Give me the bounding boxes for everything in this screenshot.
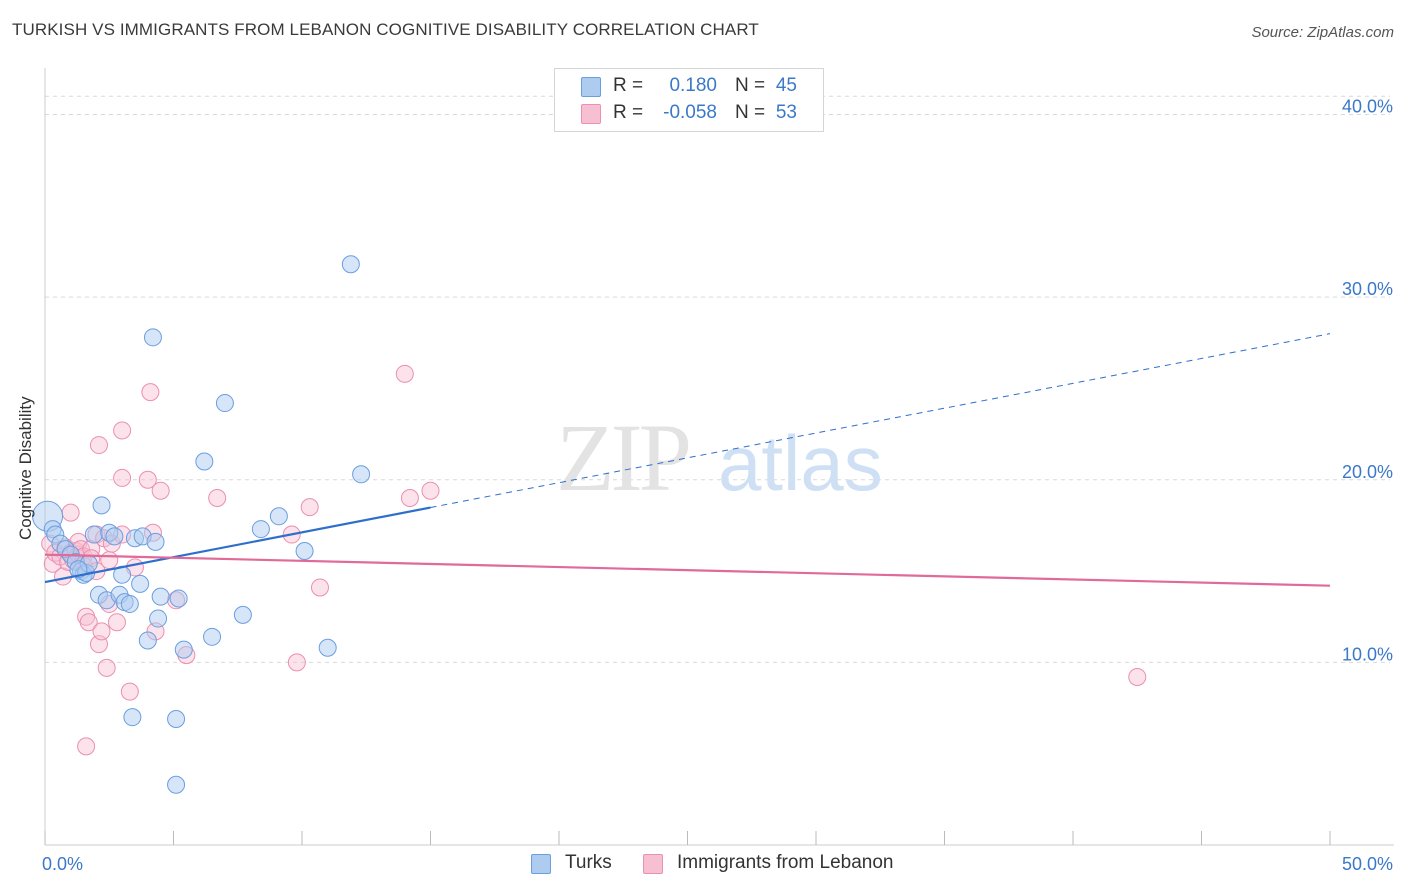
source-label: Source: ZipAtlas.com bbox=[1251, 24, 1394, 41]
x-tick-label: 50.0% bbox=[1342, 854, 1393, 874]
y-tick-label: 10.0% bbox=[1342, 644, 1393, 664]
data-point-lebanon bbox=[300, 498, 319, 517]
data-point-lebanon bbox=[141, 383, 160, 402]
data-point-lebanon bbox=[400, 489, 419, 508]
chart-title: TURKISH VS IMMIGRANTS FROM LEBANON COGNI… bbox=[12, 20, 759, 39]
watermark-atlas: atlas bbox=[718, 419, 883, 507]
data-point-lebanon bbox=[395, 364, 414, 383]
turks-points bbox=[32, 255, 371, 794]
data-point-turks bbox=[167, 775, 186, 794]
y-tick-label: 20.0% bbox=[1342, 462, 1393, 482]
data-point-turks bbox=[84, 525, 103, 544]
data-point-lebanon bbox=[97, 658, 116, 677]
data-point-turks bbox=[215, 394, 234, 413]
r-label: R = bbox=[613, 75, 644, 96]
trend-lines bbox=[44, 333, 1331, 587]
data-point-turks bbox=[138, 631, 157, 650]
r-label: R = bbox=[613, 102, 644, 123]
data-point-turks bbox=[151, 587, 170, 606]
data-point-turks bbox=[120, 594, 139, 613]
data-point-turks bbox=[149, 609, 168, 628]
data-point-turks bbox=[146, 532, 165, 551]
data-point-turks bbox=[195, 452, 214, 471]
data-point-turks bbox=[233, 605, 252, 624]
data-point-turks bbox=[69, 560, 88, 579]
stats-box: R = 0.180 N = 45 R = -0.058 N = 53 bbox=[554, 68, 824, 132]
data-point-turks bbox=[318, 638, 337, 657]
data-point-turks bbox=[295, 541, 314, 560]
trend-line-lebanon bbox=[44, 553, 1331, 587]
data-point-turks bbox=[174, 640, 193, 659]
gridlines bbox=[45, 95, 1390, 663]
legend-label: Immigrants from Lebanon bbox=[677, 852, 894, 873]
data-point-turks bbox=[92, 496, 111, 515]
turks-swatch bbox=[531, 854, 551, 874]
data-point-lebanon bbox=[89, 436, 108, 455]
data-point-lebanon bbox=[138, 470, 157, 489]
legend-label: Turks bbox=[565, 852, 612, 873]
r-value: 0.180 bbox=[669, 75, 717, 96]
data-point-turks bbox=[269, 507, 288, 526]
r-value: -0.058 bbox=[663, 102, 717, 123]
watermark: ZIP atlas bbox=[556, 404, 883, 511]
y-tick-label: 40.0% bbox=[1342, 97, 1393, 117]
data-point-lebanon bbox=[107, 613, 126, 632]
data-point-lebanon bbox=[113, 468, 132, 487]
x-tick-label: 0.0% bbox=[42, 854, 83, 874]
data-point-turks bbox=[341, 255, 360, 274]
data-point-turks bbox=[167, 709, 186, 728]
n-label: N = bbox=[735, 102, 766, 123]
y-tick-label: 30.0% bbox=[1342, 279, 1393, 299]
data-point-lebanon bbox=[100, 551, 119, 570]
data-point-turks bbox=[131, 574, 150, 593]
lebanon-swatch bbox=[581, 104, 601, 124]
n-value: 53 bbox=[775, 102, 797, 123]
turks-swatch bbox=[581, 77, 601, 97]
trend-line-turks bbox=[44, 506, 431, 584]
trend-line-turks-projection bbox=[430, 333, 1331, 509]
n-value: 45 bbox=[775, 75, 797, 96]
data-point-turks bbox=[352, 465, 371, 484]
data-point-lebanon bbox=[208, 489, 227, 508]
y-axis-label: Cognitive Disability bbox=[16, 396, 35, 540]
data-point-lebanon bbox=[120, 682, 139, 701]
data-point-turks bbox=[143, 328, 162, 347]
axes bbox=[44, 68, 1394, 846]
data-point-lebanon bbox=[92, 622, 111, 641]
n-label: N = bbox=[735, 75, 766, 96]
data-point-turks bbox=[123, 708, 142, 727]
data-point-lebanon bbox=[61, 503, 80, 522]
data-point-lebanon bbox=[77, 737, 96, 756]
watermark-zip: ZIP bbox=[556, 404, 689, 511]
data-point-turks bbox=[105, 527, 124, 546]
data-point-turks bbox=[169, 589, 188, 608]
data-point-turks bbox=[203, 627, 222, 646]
data-point-turks bbox=[251, 520, 270, 539]
data-point-lebanon bbox=[151, 481, 170, 500]
tick-labels: 10.0% 20.0% 30.0% 40.0% 0.0% 50.0% bbox=[42, 97, 1393, 874]
data-point-lebanon bbox=[79, 613, 98, 632]
lebanon-swatch bbox=[643, 854, 663, 874]
data-point-lebanon bbox=[113, 421, 132, 440]
data-point-lebanon bbox=[1128, 667, 1147, 686]
data-point-lebanon bbox=[310, 578, 329, 597]
data-point-lebanon bbox=[287, 653, 306, 672]
data-point-lebanon bbox=[421, 481, 440, 500]
